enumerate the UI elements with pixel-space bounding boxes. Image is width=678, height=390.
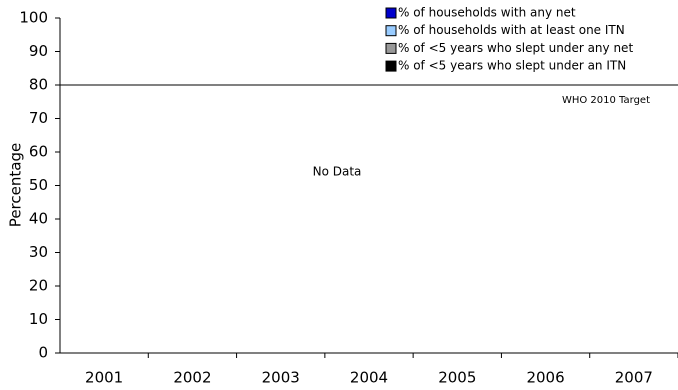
- y-tick-label: 0: [38, 344, 48, 362]
- x-tick-label: 2006: [526, 369, 564, 387]
- legend-label: % of households with any net: [398, 6, 576, 20]
- legend-label: % of <5 years who slept under an ITN: [398, 59, 626, 73]
- x-tick-label: 2005: [438, 369, 476, 387]
- x-tick-label: 2003: [262, 369, 300, 387]
- x-tick-label: 2004: [350, 369, 388, 387]
- legend-label: % of <5 years who slept under any net: [398, 41, 633, 55]
- legend-swatch: [385, 25, 397, 37]
- y-tick-label: 50: [29, 176, 48, 194]
- y-tick-label: 100: [19, 9, 48, 27]
- y-tick-label: 20: [29, 277, 48, 295]
- no-data-annotation: No Data: [313, 165, 362, 179]
- y-tick-label: 70: [29, 109, 48, 127]
- y-tick-label: 40: [29, 210, 48, 228]
- y-tick-label: 90: [29, 42, 48, 60]
- y-tick-label: 10: [29, 310, 48, 328]
- legend-swatch: [385, 60, 397, 72]
- legend-label: % of households with at least one ITN: [398, 23, 625, 37]
- legend-swatch: [385, 7, 397, 19]
- x-tick-label: 2002: [173, 369, 211, 387]
- target-label: WHO 2010 Target: [562, 95, 650, 106]
- x-tick-label: 2001: [85, 369, 123, 387]
- y-tick-label: 30: [29, 243, 48, 261]
- x-tick-label: 2007: [615, 369, 653, 387]
- legend-swatch: [385, 42, 397, 54]
- y-tick-label: 80: [29, 76, 48, 94]
- y-tick-label: 60: [29, 143, 48, 161]
- y-axis-label: Percentage: [7, 143, 25, 227]
